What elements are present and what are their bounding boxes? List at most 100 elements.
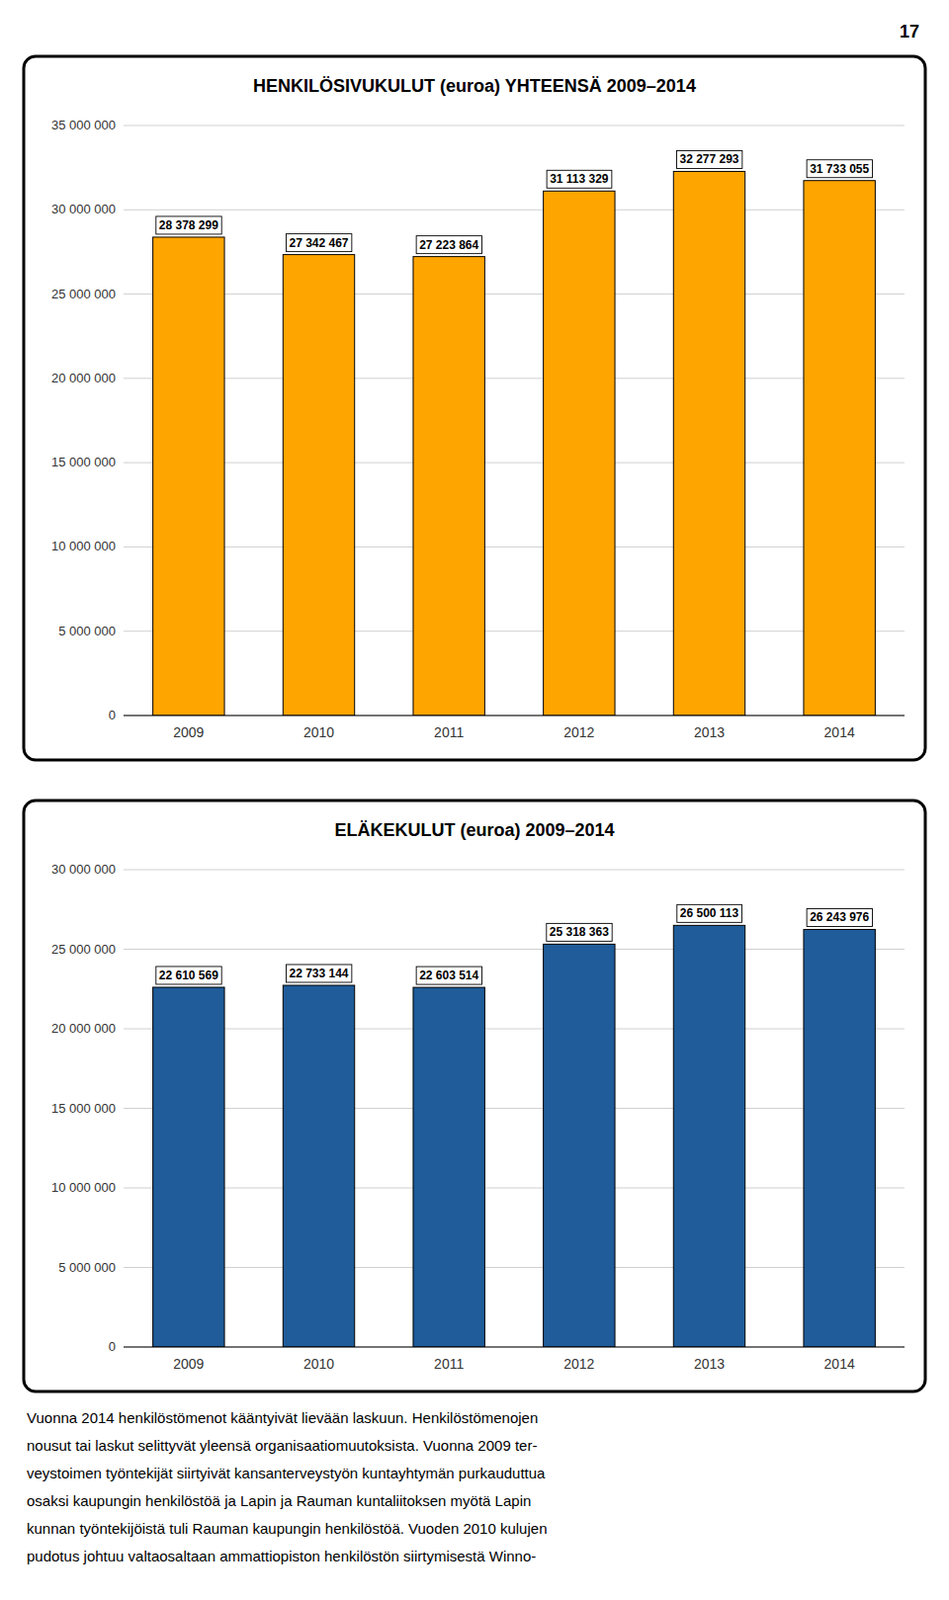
x-tick-label: 2014 <box>824 1356 856 1373</box>
y-tick-label: 5 000 000 <box>58 623 116 639</box>
grid-line <box>123 1029 905 1031</box>
body-text: kunnan työntekijöistä tuli Rauman kaupun… <box>26 1520 547 1538</box>
data-label-text: 22 603 514 <box>419 968 479 983</box>
x-axis <box>123 1346 905 1348</box>
grid-line <box>123 462 905 464</box>
data-label: 32 277 293 <box>676 150 742 169</box>
grid-line <box>123 546 905 548</box>
x-tick-label: 2011 <box>433 1356 464 1373</box>
chart: ELÄKEKULUT (euroa) 2009–2014 0 5 000 000 10… <box>23 800 926 1392</box>
y-tick-label: 0 <box>108 1339 116 1355</box>
chart-title: ELÄKEKULUT (euroa) 2009–2014 <box>334 820 614 841</box>
data-label-box <box>285 964 351 983</box>
data-label: 26 243 976 <box>806 908 872 927</box>
body-text: nousut tai laskut selittyvät yleensä org… <box>26 1437 537 1455</box>
y-tick-label: 30 000 000 <box>51 862 116 877</box>
grid-line <box>123 949 905 950</box>
y-tick-label: 15 000 000 <box>51 454 116 470</box>
data-label-text: 22 610 569 <box>159 968 219 983</box>
bar <box>803 929 875 1348</box>
data-label: 27 223 864 <box>416 236 482 255</box>
y-tick-label: 35 000 000 <box>51 117 116 133</box>
y-tick-label: 25 000 000 <box>51 942 116 957</box>
data-label-box <box>546 170 612 188</box>
bar <box>413 257 485 716</box>
y-tick-label: 15 000 000 <box>51 1101 116 1117</box>
x-tick-label: 2011 <box>433 724 464 741</box>
y-tick-label: 5 000 000 <box>58 1260 116 1276</box>
grid-line <box>123 1108 905 1110</box>
y-tick-label: 10 000 000 <box>51 1180 116 1196</box>
bar <box>673 925 745 1348</box>
data-label: 22 610 569 <box>156 966 222 985</box>
x-axis <box>123 714 905 716</box>
y-tick-label: 0 <box>108 707 116 723</box>
body-text: veystoimen työntekijät siirtyivät kansan… <box>26 1465 546 1482</box>
data-label-text: 27 223 864 <box>419 238 479 253</box>
grid-line <box>123 1267 905 1269</box>
data-label-text: 26 243 976 <box>809 910 869 925</box>
x-tick-label: 2010 <box>303 1356 335 1373</box>
data-label-box <box>806 908 872 927</box>
x-tick-label: 2012 <box>563 724 595 741</box>
page-number: 17 <box>899 21 920 42</box>
data-label-box <box>677 904 743 923</box>
data-label-box <box>416 966 482 985</box>
x-tick-label: 2013 <box>693 724 725 741</box>
x-tick-label: 2009 <box>172 1356 204 1373</box>
bar <box>282 255 354 716</box>
body-text: osaksi kaupungin henkilöstöä ja Lapin ja… <box>26 1492 531 1510</box>
x-tick-label: 2013 <box>693 1356 725 1373</box>
data-label-box <box>806 160 872 178</box>
data-label: 31 733 055 <box>806 160 872 178</box>
data-label-box <box>156 216 222 235</box>
data-label-text: 22 733 144 <box>288 966 348 981</box>
bar <box>803 180 875 716</box>
data-label-box <box>546 923 612 942</box>
grid-line <box>123 1188 905 1190</box>
data-label: 26 500 113 <box>677 904 743 923</box>
y-tick-label: 30 000 000 <box>51 201 116 217</box>
data-label-text: 25 318 363 <box>549 925 609 940</box>
x-tick-label: 2012 <box>563 1356 595 1373</box>
bar <box>153 237 225 716</box>
data-label-text: 31 733 055 <box>809 162 869 176</box>
y-tick-label: 10 000 000 <box>51 538 116 554</box>
x-tick-label: 2014 <box>824 724 856 741</box>
data-label-box <box>156 966 222 985</box>
grid-line <box>123 869 905 871</box>
data-label-text: 28 378 299 <box>159 218 219 233</box>
data-label-text: 31 113 329 <box>549 172 609 186</box>
data-label: 22 733 144 <box>285 964 351 983</box>
data-label-text: 26 500 113 <box>680 906 740 921</box>
page: 17 HENKILÖSIVUKULUT (euroa) YHTEENSÄ 2009… <box>0 0 949 1600</box>
grid-line <box>123 1347 905 1349</box>
grid-line <box>123 125 905 127</box>
chart: HENKILÖSIVUKULUT (euroa) YHTEENSÄ 2009–2… <box>23 56 926 761</box>
grid-line <box>123 630 905 632</box>
chart-frame <box>23 800 926 1392</box>
body-text: Vuonna 2014 henkilöstömenot kääntyivät l… <box>26 1409 538 1427</box>
x-tick-label: 2010 <box>303 724 335 741</box>
bar <box>153 987 225 1348</box>
bars <box>153 925 876 1348</box>
bar <box>673 171 745 716</box>
data-label-text: 32 277 293 <box>679 152 739 167</box>
data-label: 27 342 467 <box>285 234 351 253</box>
data-label: 25 318 363 <box>546 923 612 942</box>
data-label-box <box>676 150 742 169</box>
bar <box>543 944 615 1348</box>
y-tick-label: 20 000 000 <box>51 1021 116 1036</box>
y-tick-label: 25 000 000 <box>51 286 116 302</box>
chart-title: HENKILÖSIVUKULUT (euroa) YHTEENSÄ 2009–2… <box>253 76 696 96</box>
data-label: 28 378 299 <box>156 216 222 235</box>
bars <box>153 171 876 716</box>
grid-line <box>123 715 905 717</box>
data-label-text: 27 342 467 <box>288 236 348 251</box>
bar <box>543 190 615 716</box>
bar <box>282 985 354 1348</box>
data-label-box <box>416 236 482 255</box>
data-label: 22 603 514 <box>416 966 482 985</box>
grid-line <box>123 209 905 211</box>
chart-frame <box>23 56 926 761</box>
